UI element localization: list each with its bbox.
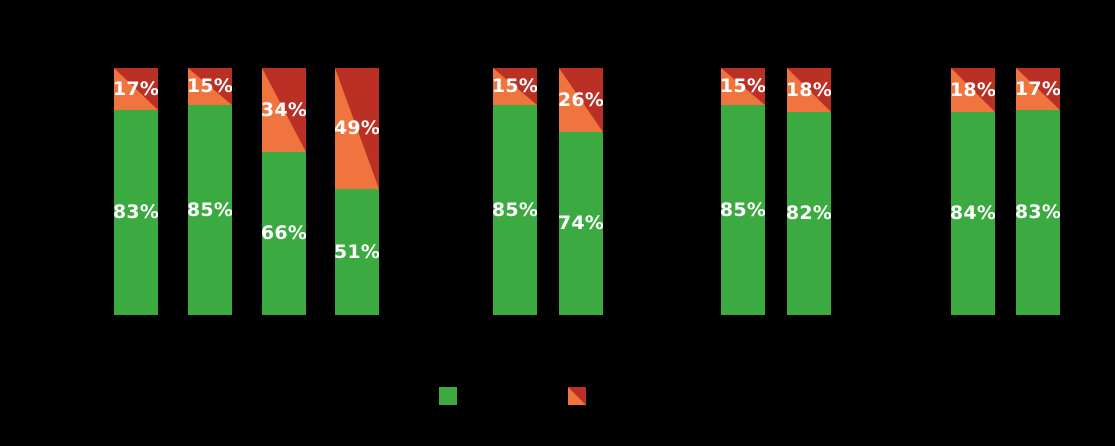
bar-green-segment: 85% xyxy=(493,105,537,315)
stacked-bar-group1: 17% 83% xyxy=(114,68,158,315)
bar-top-segment: 34% xyxy=(262,68,306,152)
bar-top-segment: 15% xyxy=(493,68,537,105)
bar-green-label: 85% xyxy=(721,198,765,221)
bar-green-segment: 83% xyxy=(114,110,158,315)
bar-top-label: 18% xyxy=(787,78,831,101)
legend-swatch-orange-red xyxy=(568,387,586,405)
bar-top-segment: 17% xyxy=(114,68,158,110)
bar-green-label: 74% xyxy=(559,212,603,234)
stacked-bar-group4: 17% 83% xyxy=(1016,68,1060,315)
bar-green-segment: 82% xyxy=(787,112,831,315)
bar-green-segment: 74% xyxy=(559,132,603,315)
bar-green-segment: 85% xyxy=(188,105,232,315)
bar-top-label: 18% xyxy=(951,78,995,101)
bar-green-segment: 84% xyxy=(951,112,995,315)
bar-top-segment: 15% xyxy=(721,68,765,105)
legend-swatch-green xyxy=(439,387,457,405)
bar-top-label: 15% xyxy=(188,75,232,97)
bar-green-segment: 85% xyxy=(721,105,765,315)
stacked-bar-group1: 49% 51% xyxy=(335,68,379,315)
stacked-bar-group1: 34% 66% xyxy=(262,68,306,315)
bar-green-label: 83% xyxy=(114,201,158,223)
stacked-bar-group3: 18% 82% xyxy=(787,68,831,315)
bar-top-label: 17% xyxy=(1016,77,1060,100)
bar-top-segment: 18% xyxy=(787,68,831,112)
stacked-bar-group2: 26% 74% xyxy=(559,68,603,315)
bar-green-label: 66% xyxy=(262,222,306,244)
bar-green-label: 51% xyxy=(335,240,379,263)
bar-green-segment: 51% xyxy=(335,189,379,315)
bar-green-label: 82% xyxy=(787,202,831,224)
bar-top-segment: 26% xyxy=(559,68,603,132)
bar-top-label: 15% xyxy=(493,75,537,97)
stacked-bar-group1: 15% 85% xyxy=(188,68,232,315)
bar-top-label: 34% xyxy=(262,98,306,121)
bar-top-label: 49% xyxy=(335,117,379,139)
bar-green-label: 83% xyxy=(1016,201,1060,223)
bar-green-label: 85% xyxy=(493,198,537,221)
bar-top-label: 26% xyxy=(559,88,603,111)
bar-top-segment: 49% xyxy=(335,68,379,189)
bar-green-segment: 66% xyxy=(262,152,306,315)
bar-top-segment: 18% xyxy=(951,68,995,112)
bar-green-segment: 83% xyxy=(1016,110,1060,315)
bar-green-label: 85% xyxy=(188,198,232,221)
diagonal-triangle-icon xyxy=(568,387,586,405)
bar-green-label: 84% xyxy=(951,202,995,224)
bar-top-label: 17% xyxy=(114,77,158,100)
stacked-bar-group2: 15% 85% xyxy=(493,68,537,315)
stacked-bar-group4: 18% 84% xyxy=(951,68,995,315)
bar-top-segment: 15% xyxy=(188,68,232,105)
stacked-bar-group3: 15% 85% xyxy=(721,68,765,315)
bar-top-segment: 17% xyxy=(1016,68,1060,110)
bar-top-label: 15% xyxy=(721,75,765,97)
